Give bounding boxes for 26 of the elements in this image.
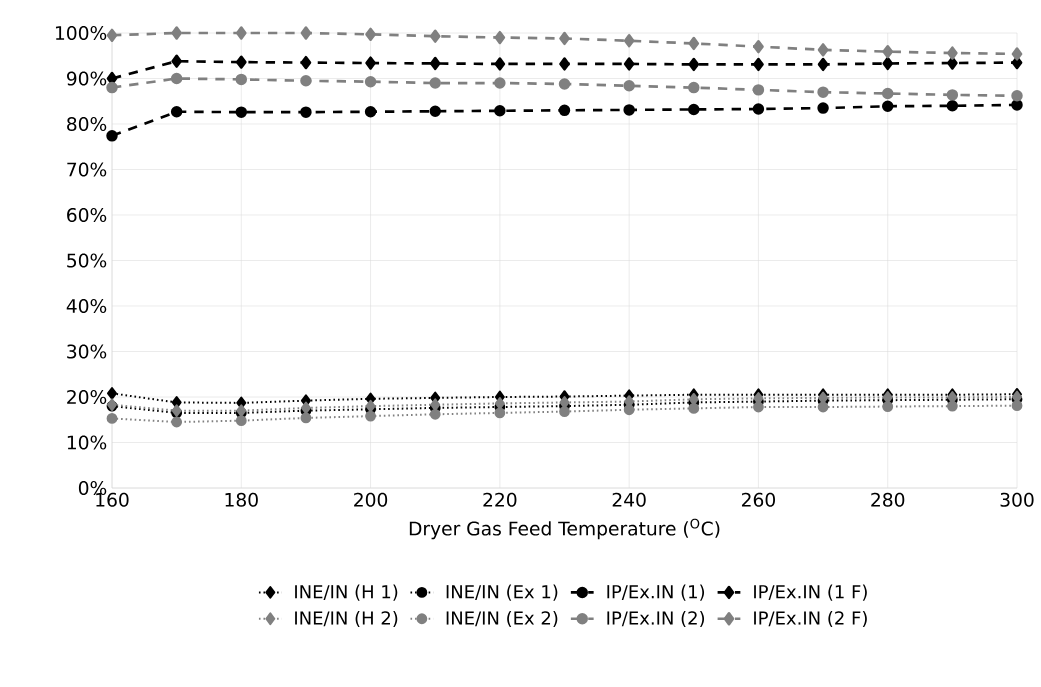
legend-label: IP/Ex.IN (2 F) <box>754 610 867 627</box>
x-tick-label: 180 <box>225 492 258 507</box>
x-tick-label: 220 <box>483 492 517 507</box>
y-tick-label: 10% <box>67 435 107 450</box>
x-tick-label: 240 <box>612 492 646 507</box>
x-tick-label: 280 <box>871 492 905 507</box>
x-tick-label: 200 <box>354 492 388 507</box>
y-tick-label: 40% <box>66 298 107 314</box>
y-tick-label: 20% <box>67 389 107 405</box>
y-tick-label: 60% <box>67 207 107 223</box>
x-tick-label: 300 <box>1000 492 1034 507</box>
y-tick-label: 100% <box>55 25 107 41</box>
y-tick-label: 30% <box>67 344 107 359</box>
legend-label: INE/IN (H 1) <box>295 584 398 601</box>
x-axis-title: Dryer Gas Feed Temperature ($^{O}$C) <box>409 518 720 540</box>
x-tick-label: 260 <box>741 492 776 507</box>
y-tick-label: 90% <box>66 71 107 86</box>
y-tick-label: 80% <box>67 116 107 132</box>
legend-label: INE/IN (H 2) <box>295 610 398 627</box>
legend-label: IP/Ex.IN (1 F) <box>754 584 867 601</box>
legend-label: IP/Ex.IN (1) <box>607 584 705 601</box>
y-tick-label: 70% <box>67 162 107 177</box>
y-tick-label: 50% <box>67 253 107 268</box>
legend-label: INE/IN (Ex 1) <box>446 584 558 601</box>
legend-label: INE/IN (Ex 2) <box>446 610 558 627</box>
legend-label: IP/Ex.IN (2) <box>607 610 705 627</box>
